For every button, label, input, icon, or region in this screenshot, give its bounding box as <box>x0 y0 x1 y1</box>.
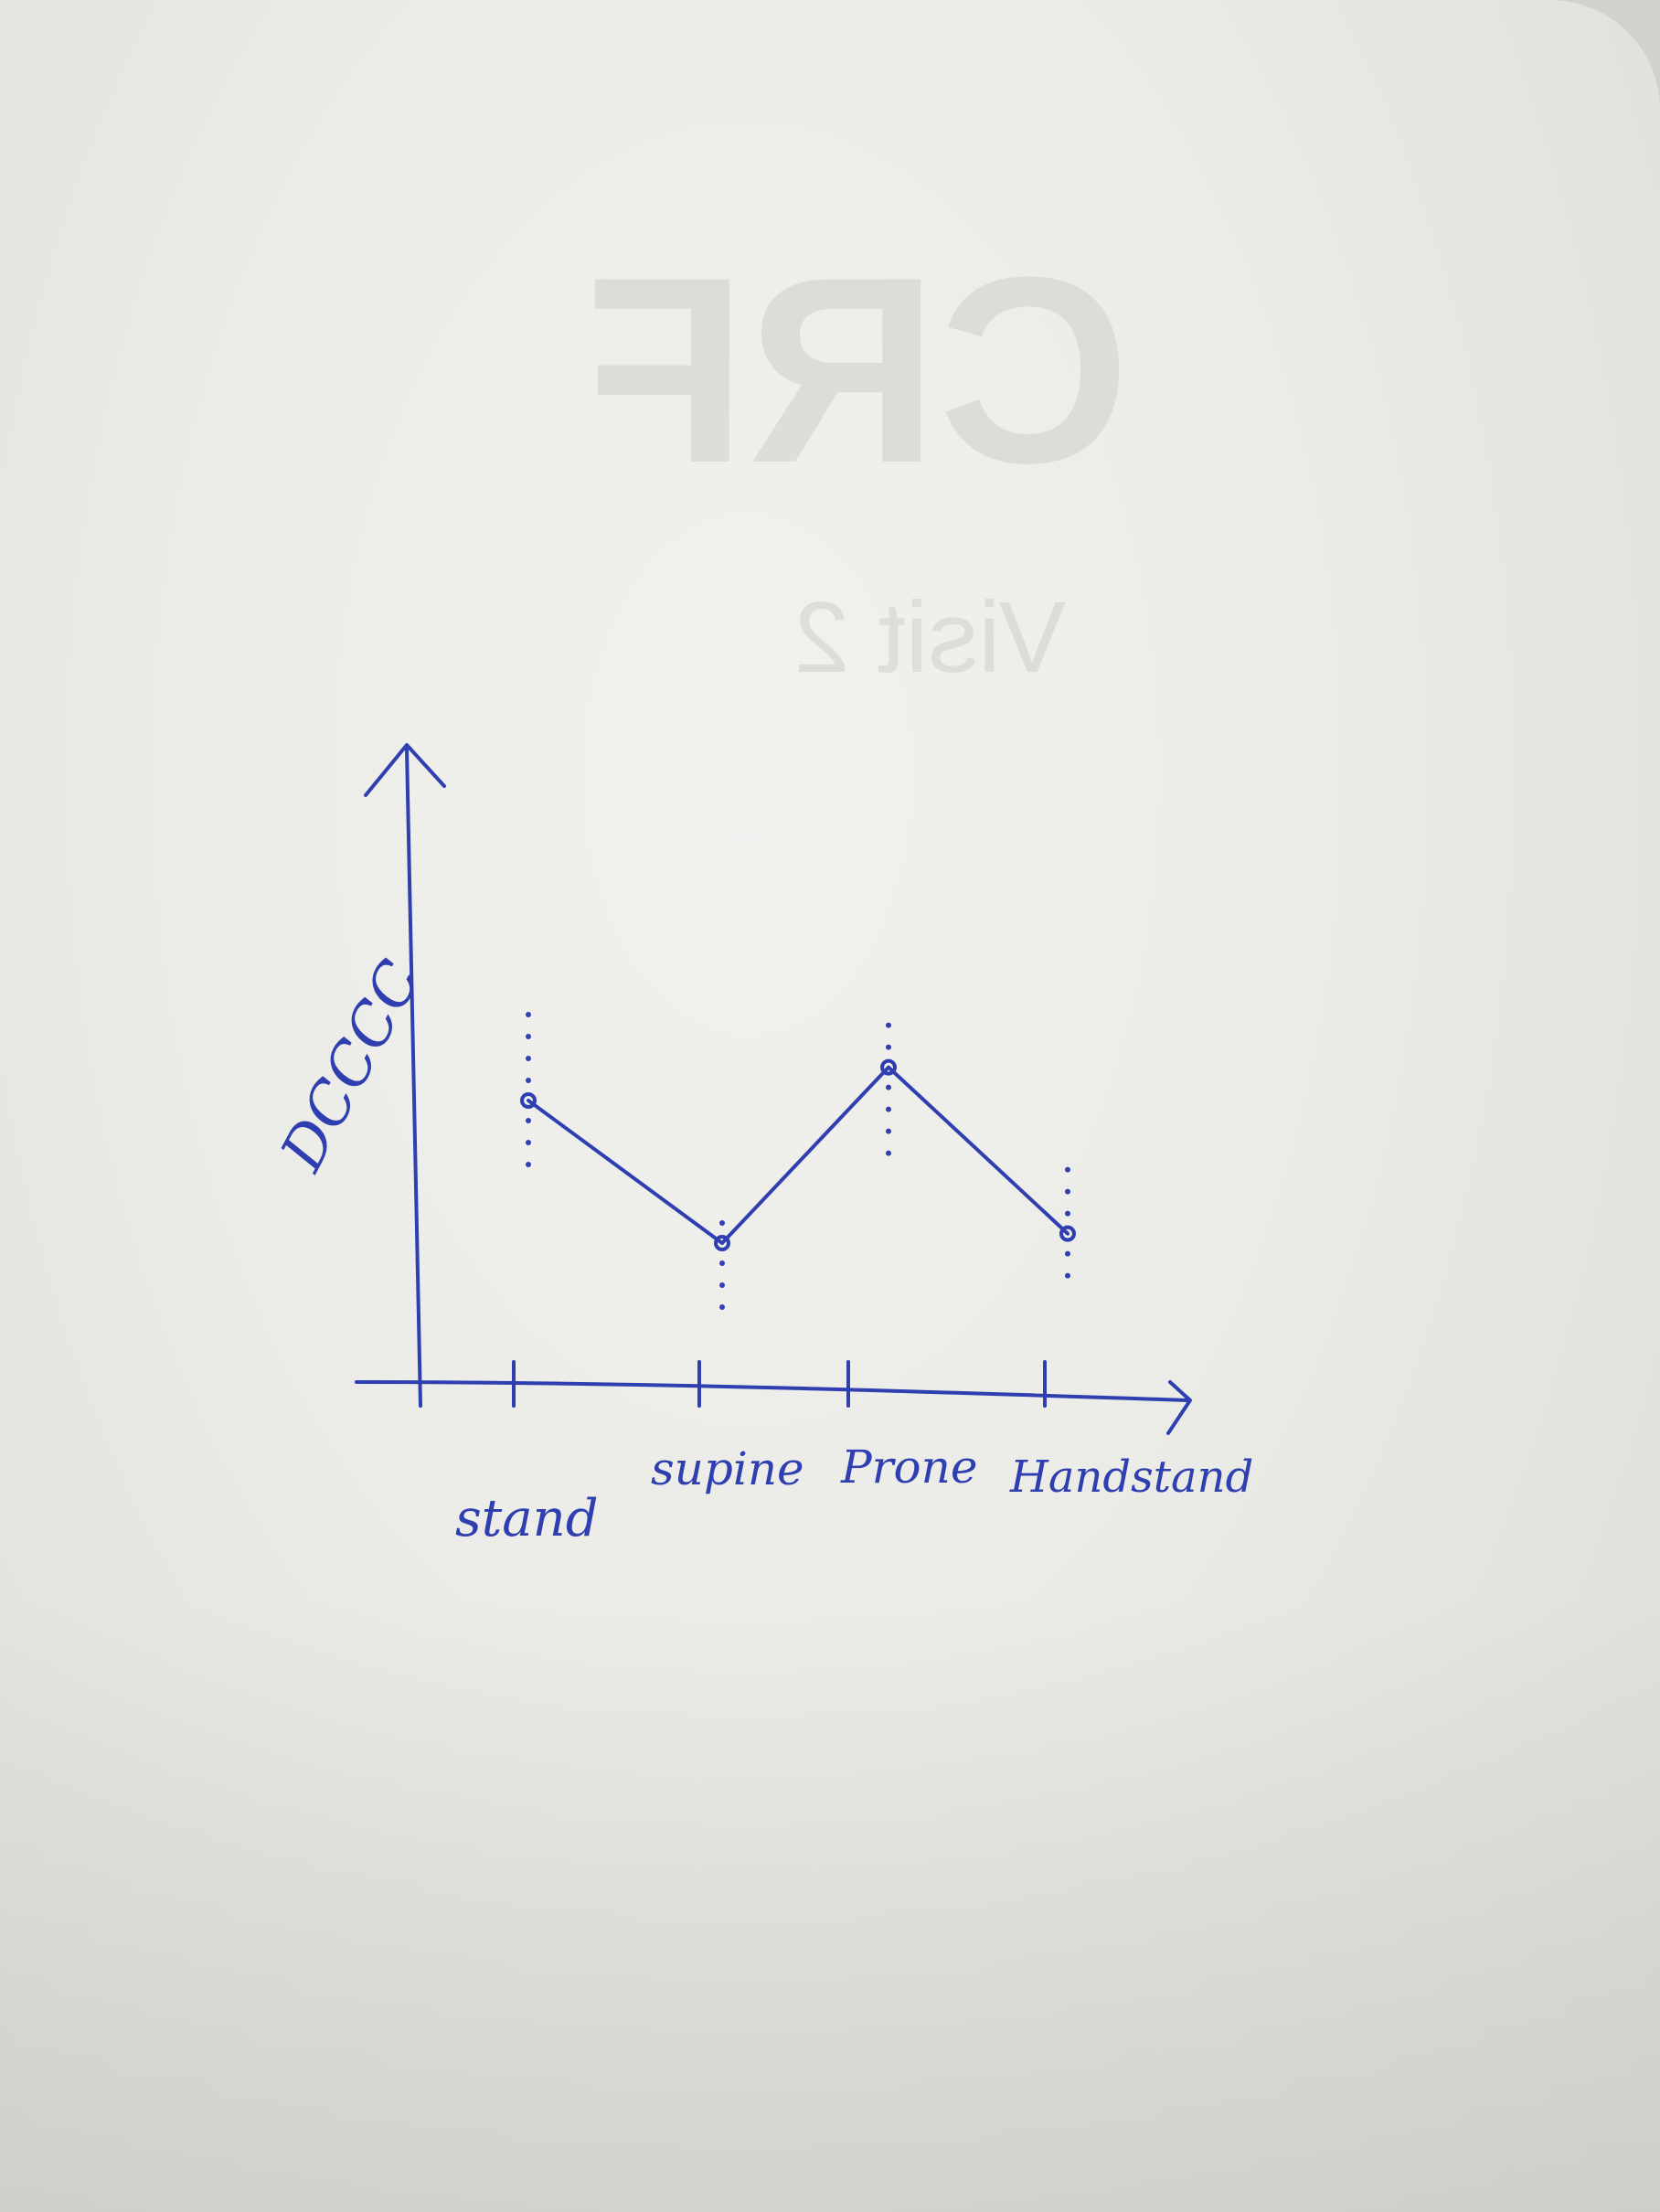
spread-dot <box>719 1220 725 1226</box>
spread-dot <box>526 1012 531 1017</box>
spread-dot <box>886 1084 891 1090</box>
y-axis <box>364 743 446 1408</box>
spread-dot <box>526 1118 531 1123</box>
spread-dot <box>886 1044 891 1050</box>
spread-dot <box>719 1304 725 1310</box>
spread-dot <box>886 1022 891 1028</box>
spread-dots-supine <box>719 1220 725 1310</box>
bleed-subtitle: Visit 2 <box>793 581 1066 694</box>
spread-dot <box>886 1128 891 1134</box>
spread-dot <box>1065 1166 1070 1173</box>
data-point-prone <box>880 1058 897 1076</box>
x-tick-label-handstand: Handstand <box>1009 1452 1253 1503</box>
spread-dot <box>719 1282 725 1288</box>
spread-dot <box>526 1056 531 1061</box>
lighting-shadow <box>0 1600 1660 2212</box>
x-ticks <box>512 1360 1047 1408</box>
spread-dot <box>526 1140 531 1145</box>
spread-dot <box>1065 1250 1070 1257</box>
data-point-handstand <box>1059 1225 1076 1242</box>
spread-dot <box>886 1150 891 1156</box>
spread-dot <box>1065 1210 1070 1217</box>
spread-dot <box>526 1078 531 1083</box>
data-point-stand <box>520 1092 537 1109</box>
spread-dots-stand <box>526 1012 531 1167</box>
spread-dot <box>719 1260 725 1266</box>
x-tick-label-prone: Prone <box>840 1441 977 1494</box>
x-axis <box>355 1380 1192 1435</box>
bleed-title: CRF <box>585 222 1130 518</box>
series-line <box>527 1065 1069 1245</box>
x-tick-label-supine: supine <box>651 1442 804 1495</box>
y-axis-label: DCCCC <box>268 951 434 1183</box>
x-tick-label-stand: stand <box>455 1489 599 1548</box>
chart-marks <box>520 1012 1076 1310</box>
y-axis-arrow <box>364 743 446 797</box>
spread-dot <box>1065 1188 1070 1195</box>
spread-dots-prone <box>886 1022 891 1156</box>
spread-dot <box>526 1162 531 1167</box>
spread-dot <box>526 1034 531 1039</box>
spread-dot <box>886 1106 891 1112</box>
spread-dot <box>1065 1272 1070 1279</box>
x-axis-arrow <box>1166 1380 1192 1435</box>
data-point-supine <box>714 1235 730 1251</box>
spread-dots-handstand <box>1065 1166 1070 1279</box>
